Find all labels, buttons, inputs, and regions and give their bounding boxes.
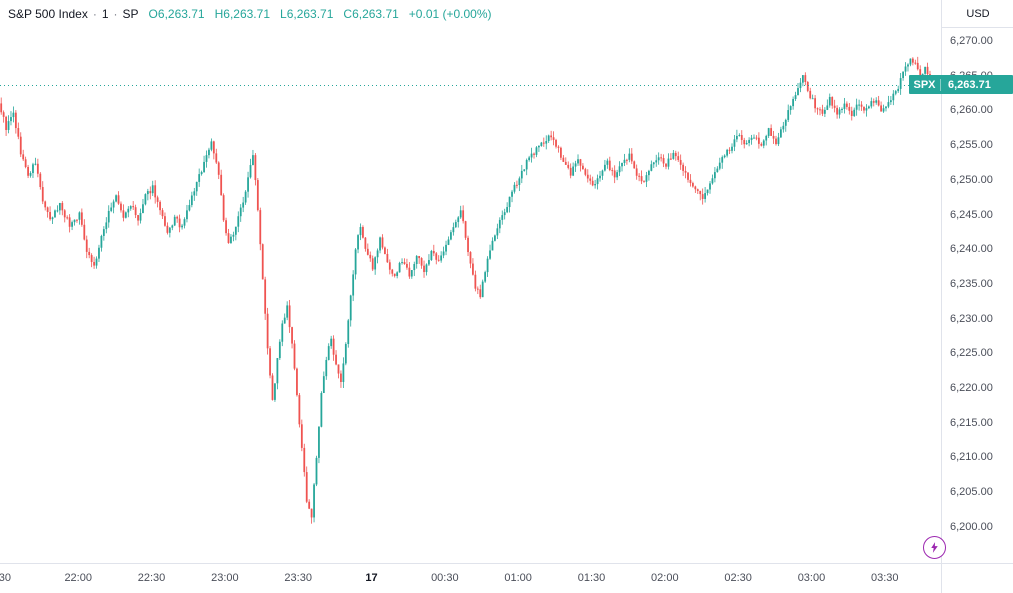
price-tick-label: 6,255.00 xyxy=(950,139,993,152)
price-tick-label: 6,270.00 xyxy=(950,34,993,47)
currency-label: USD xyxy=(942,0,1013,28)
high-label: H xyxy=(214,7,224,21)
time-tick-label: 23:00 xyxy=(211,572,239,584)
price-tick-label: 6,215.00 xyxy=(950,416,993,429)
price-tick-label: 6,200.00 xyxy=(950,520,993,533)
time-tick-label: 01:30 xyxy=(577,572,606,584)
time-tick-label: 00:30 xyxy=(431,572,459,584)
price-tick-label: 6,230.00 xyxy=(950,312,993,325)
time-tick-label: 01:00 xyxy=(504,572,532,584)
price-tick-label: 6,245.00 xyxy=(950,208,993,221)
price-tick-label: 6,260.00 xyxy=(950,104,993,117)
source-label[interactable]: SP xyxy=(122,7,139,21)
price-tick-label: 6,250.00 xyxy=(950,173,993,186)
symbol-legend: S&P 500 Index · 1 · SP O6,263.71 H6,263.… xyxy=(8,7,492,21)
symbol-title[interactable]: S&P 500 Index xyxy=(8,7,88,21)
ohlc-high: H6,263.71 xyxy=(215,7,270,21)
open-value: 6,263.71 xyxy=(157,7,205,21)
time-tick-label: 22:00 xyxy=(64,572,92,584)
candlestick-chart[interactable] xyxy=(0,0,941,563)
time-tick-label: 22:30 xyxy=(137,572,166,584)
flash-button[interactable] xyxy=(923,536,946,559)
lightning-bolt-icon xyxy=(928,541,941,554)
price-tick-label: 6,205.00 xyxy=(950,486,993,499)
time-tick-label: 02:00 xyxy=(651,572,679,584)
ohlc-close: C6,263.71 xyxy=(343,7,398,21)
price-scale[interactable]: USD 6,270.006,265.006,260.006,255.006,25… xyxy=(941,0,1013,593)
time-tick-label: 02:30 xyxy=(724,572,752,584)
price-label-value: 6,263.71 xyxy=(948,78,991,91)
close-value: 6,263.71 xyxy=(352,7,399,21)
legend-separator: · xyxy=(113,7,118,21)
time-tick-label: 23:30 xyxy=(284,572,312,584)
last-price-label: SPX 6,263.71 xyxy=(909,75,1013,95)
change-value: +0.01 (+0.00%) xyxy=(408,7,492,21)
time-tick-label: 17 xyxy=(365,572,378,584)
time-tick-label: 30 xyxy=(0,572,11,584)
price-label-symbol: SPX xyxy=(909,78,941,91)
high-value: 6,263.71 xyxy=(223,7,270,21)
close-label: C xyxy=(343,7,353,21)
time-scale[interactable]: 30 22:00 22:30 23:00 23:30 17 00:30 01:00 01:30 0… xyxy=(0,563,1013,593)
ohlc-open: O6,263.71 xyxy=(149,7,205,21)
price-tick-label: 6,240.00 xyxy=(950,243,993,256)
ohlc-low: L6,263.71 xyxy=(280,7,333,21)
open-label: O xyxy=(148,7,158,21)
low-label: L xyxy=(280,7,287,21)
time-tick-label: 03:00 xyxy=(797,572,826,584)
time-tick-label: 03:30 xyxy=(871,572,899,584)
price-tick-label: 6,235.00 xyxy=(950,277,993,290)
low-value: 6,263.71 xyxy=(286,7,334,21)
interval-label[interactable]: 1 xyxy=(101,7,109,21)
price-tick-label: 6,220.00 xyxy=(950,382,993,395)
price-tick-label: 6,210.00 xyxy=(950,451,993,464)
legend-separator: · xyxy=(92,7,97,21)
price-tick-label: 6,225.00 xyxy=(950,347,993,360)
